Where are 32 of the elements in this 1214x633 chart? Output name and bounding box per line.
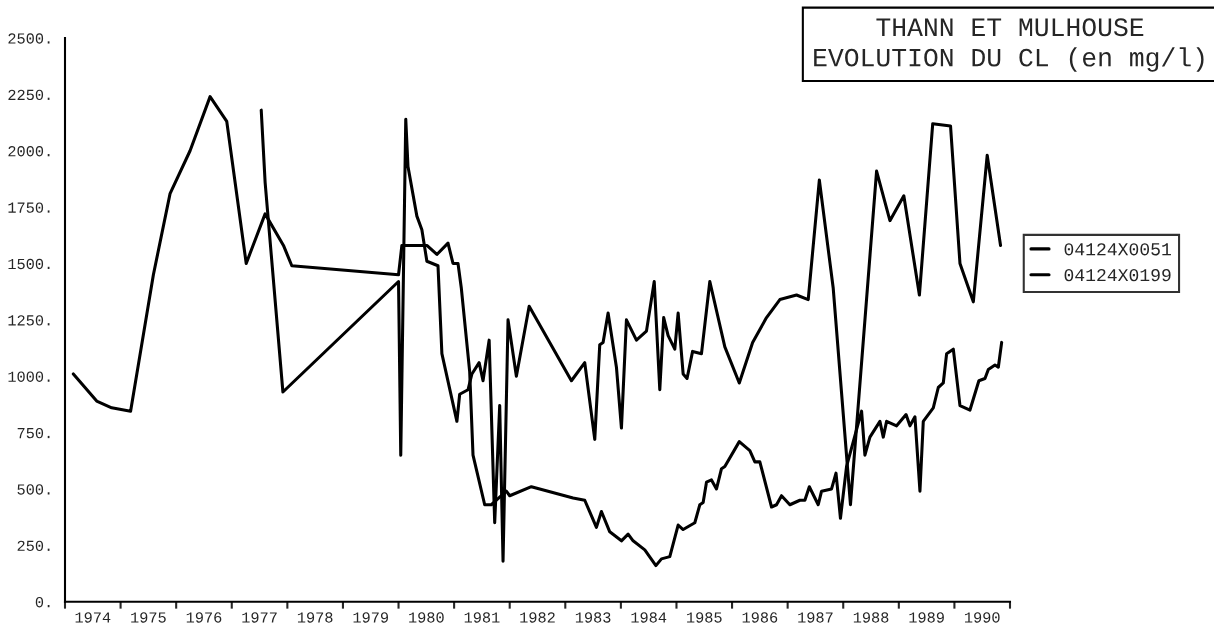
y-tick-label: 1750.: [8, 202, 50, 213]
y-tick-label: 2500.: [8, 33, 50, 44]
x-tick-label: 1984: [631, 612, 667, 623]
x-tick-label: 1980: [409, 612, 444, 623]
y-tick-label: 0.: [35, 597, 50, 608]
x-tick-label: 1990: [964, 612, 1000, 623]
x-tick-label: 1988: [853, 612, 889, 623]
x-tick-label: 1983: [575, 612, 611, 623]
x-tick-label: 1975: [131, 612, 166, 623]
legend-label: 04124X0051: [1064, 243, 1171, 256]
y-tick-label: 1500.: [8, 258, 50, 270]
y-tick-label: 1250.: [8, 315, 50, 326]
y-tick-label: 2250.: [8, 89, 50, 101]
x-tick-label: 1985: [687, 612, 722, 623]
legend-label: 04124X0199: [1064, 269, 1171, 282]
x-tick-label: 1981: [464, 612, 500, 623]
x-tick-label: 1979: [353, 612, 389, 623]
x-tick-label: 1974: [75, 612, 111, 623]
x-tick-label: 1976: [186, 612, 222, 623]
y-tick-label: 500.: [17, 484, 50, 495]
x-tick-label: 1977: [242, 612, 277, 623]
y-tick-label: 250.: [17, 540, 50, 552]
x-tick-label: 1989: [909, 612, 944, 623]
y-tick-label: 2000.: [8, 146, 50, 157]
chart-title: THANN ET MULHOUSE EVOLUTION DU CL (en mg/l): [814, 18, 1204, 72]
x-tick-label: 1978: [297, 612, 333, 623]
x-tick-label: 1982: [520, 612, 555, 623]
x-tick-label: 1986: [742, 612, 778, 623]
line-series: [71, 95, 1004, 568]
y-tick-label: 750.: [17, 427, 50, 439]
x-tick-label: 1987: [798, 612, 833, 623]
y-tick-label: 1000.: [8, 371, 50, 382]
